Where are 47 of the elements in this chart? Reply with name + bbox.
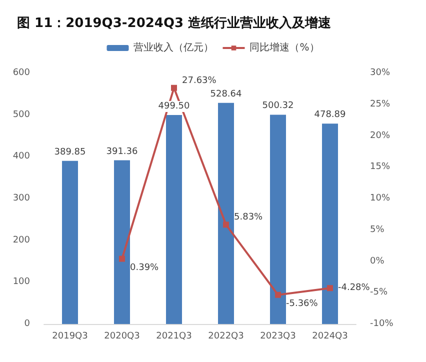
y-tick-label: 500	[12, 110, 30, 120]
data-label: 391.36	[106, 146, 138, 157]
y2-tick-label: 10%	[370, 194, 390, 204]
data-label: 478.89	[314, 110, 346, 120]
point	[275, 292, 281, 298]
y2-tick-label: 5%	[370, 224, 385, 235]
bar	[270, 114, 286, 324]
x-tick-label: 2023Q3	[260, 332, 296, 342]
y2-tick-label: -5%	[370, 288, 388, 298]
data-label: 0.39%	[130, 262, 160, 273]
point	[119, 256, 125, 262]
y-tick-label: 400	[12, 152, 30, 162]
x-tick-label: 2019Q3	[52, 332, 88, 342]
y2-tick-label: 25%	[370, 99, 390, 110]
bar	[322, 124, 338, 324]
bar	[114, 160, 130, 324]
bar	[218, 102, 234, 324]
x-tick-label: 2024Q3	[312, 332, 348, 342]
data-label: -5.36%	[286, 298, 318, 309]
legend-label: 营业收入（亿元）	[134, 42, 214, 54]
x-tick-label: 2022Q3	[208, 332, 244, 342]
bar	[166, 115, 182, 324]
y-tick-label: 100	[12, 277, 30, 288]
data-label: 389.85	[54, 147, 86, 158]
data-label: 27.63%	[182, 76, 217, 86]
x-tick-label: 2021Q3	[156, 332, 192, 342]
x-tick-label: 2020Q3	[104, 332, 140, 342]
y-tick-label: 600	[12, 68, 30, 78]
point	[223, 222, 229, 228]
data-label: 500.32	[262, 101, 294, 112]
data-label: 528.64	[210, 89, 242, 100]
y2-tick-label: 30%	[370, 68, 390, 78]
y-tick-label: 200	[12, 235, 30, 246]
y-tick-label: 0	[24, 319, 30, 329]
y2-tick-label: 20%	[370, 130, 390, 141]
bar	[62, 160, 78, 324]
chart-title: 图 11：2019Q3-2024Q3 造纸行业营业收入及增速	[17, 15, 332, 31]
data-label: -4.28%	[338, 283, 370, 294]
y-tick-label: 300	[12, 194, 30, 204]
y2-tick-label: -10%	[370, 319, 394, 329]
data-label: 5.83%	[234, 212, 264, 223]
data-label: 499.50	[158, 102, 190, 112]
point	[171, 84, 177, 91]
y2-tick-label: 0%	[370, 256, 385, 266]
legend-label: 同比增速（%）	[250, 42, 320, 54]
y2-tick-label: 15%	[370, 162, 390, 172]
point	[327, 285, 333, 292]
